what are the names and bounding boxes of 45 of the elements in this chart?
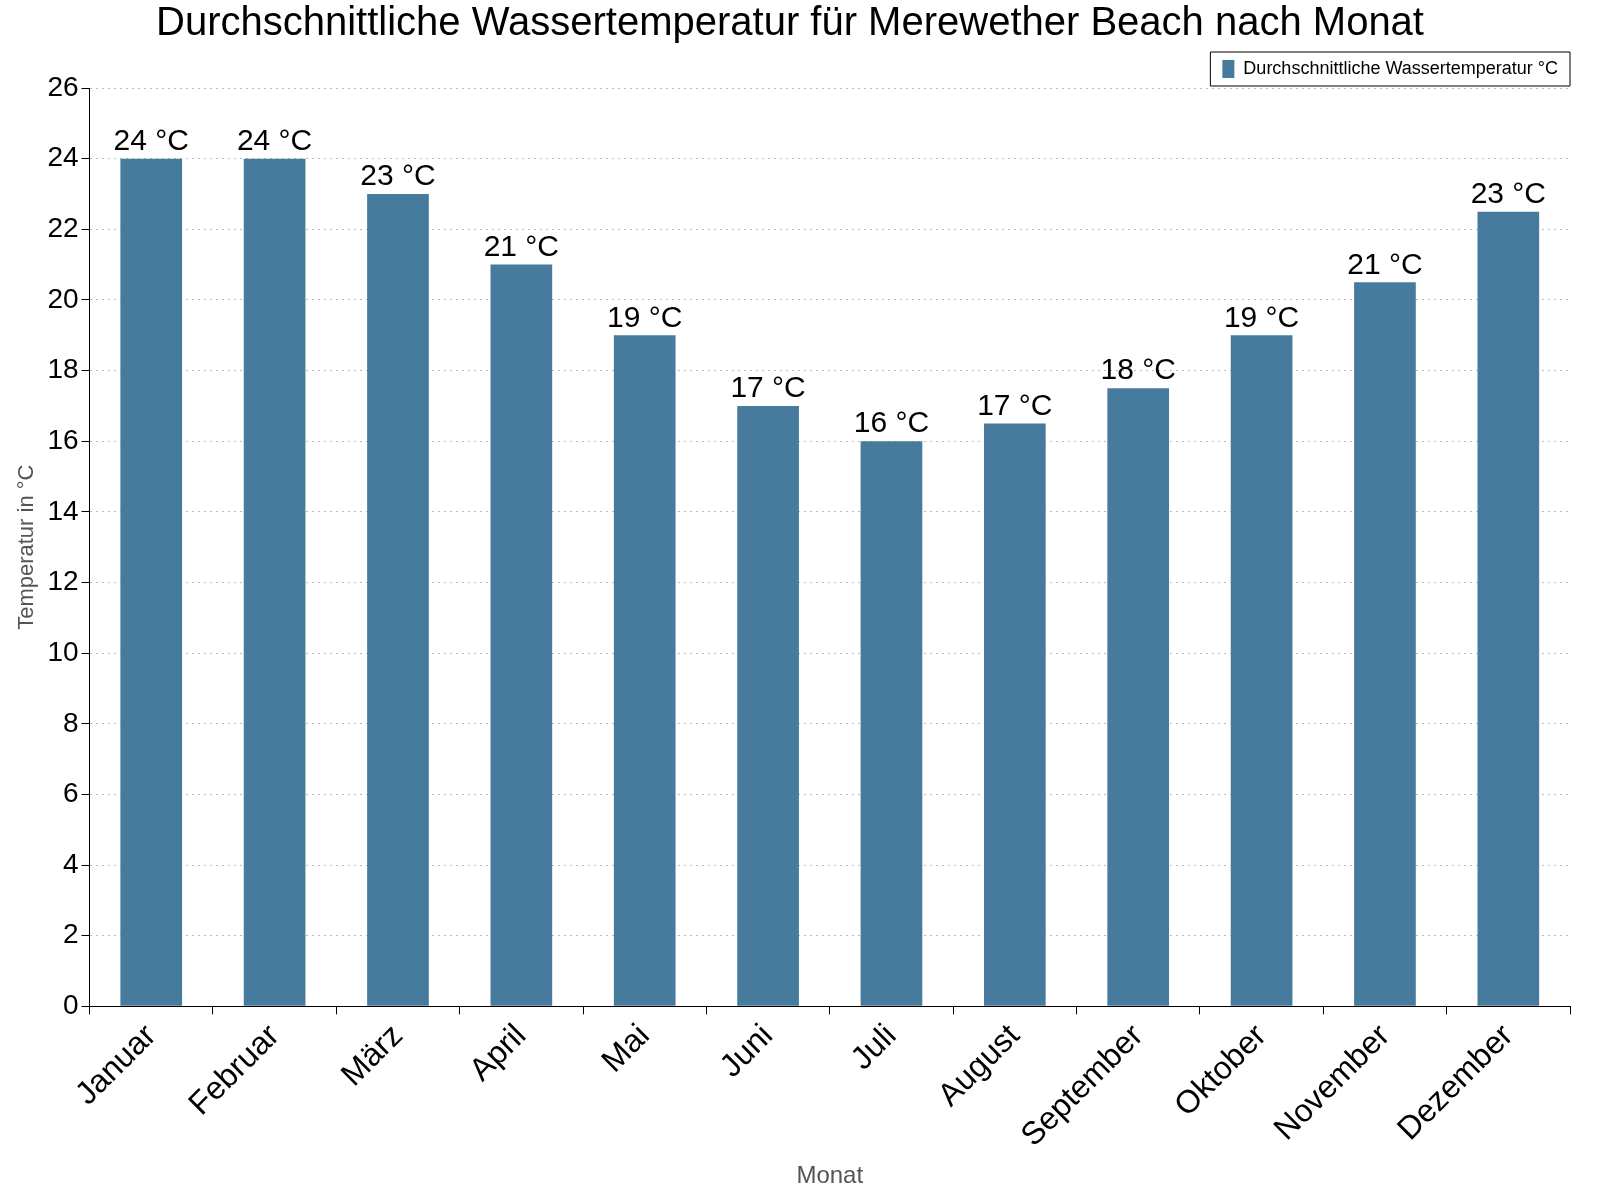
data-label: 19 °C	[607, 299, 683, 333]
x-axis-title: Monat	[796, 1161, 864, 1189]
data-label: 23 °C	[1470, 175, 1546, 209]
bar	[1230, 335, 1293, 1006]
bar	[1354, 282, 1416, 1006]
y-tick-label: 0	[62, 989, 79, 1021]
legend-label: Durchschnittliche Wassertemperatur °C	[1243, 57, 1559, 78]
y-tick-label: 12	[47, 565, 79, 597]
bar	[490, 264, 553, 1006]
data-label: 16 °C	[853, 405, 930, 439]
y-axis-title: Temperatur in °C	[13, 464, 39, 630]
y-tick-label: 26	[47, 70, 79, 102]
data-label: 19 °C	[1223, 299, 1300, 333]
bar	[983, 423, 1046, 1006]
data-label: 23 °C	[360, 158, 436, 192]
data-label: 18 °C	[1100, 352, 1176, 386]
y-tick-label: 18	[47, 353, 79, 385]
y-tick-label: 14	[47, 494, 79, 526]
data-label: 24 °C	[113, 122, 189, 156]
x-tick-label: Juli	[843, 1016, 903, 1077]
bar	[120, 158, 183, 1006]
data-label: 24 °C	[236, 122, 313, 156]
y-tick-label: 24	[47, 141, 79, 173]
chart-title: Durchschnittliche Wassertemperatur für Merewether Beach nach Monat	[156, 0, 1424, 44]
bar	[1477, 211, 1540, 1006]
x-tick-label: Mai	[593, 1016, 656, 1079]
y-tick-label: 2	[62, 918, 79, 950]
data-label: 21 °C	[483, 228, 560, 262]
y-tick-label: 10	[47, 635, 79, 667]
y-tick-label: 16	[47, 423, 79, 455]
x-tick-label: Juni	[712, 1016, 780, 1084]
y-tick-label: 4	[62, 847, 79, 879]
y-tick-label: 8	[62, 706, 79, 738]
data-label: 21 °C	[1347, 246, 1423, 280]
bar	[243, 158, 306, 1006]
y-tick-label: 20	[47, 282, 79, 314]
bar	[367, 193, 429, 1006]
bar	[860, 441, 923, 1006]
bar	[737, 405, 799, 1006]
data-label: 17 °C	[977, 387, 1053, 421]
y-tick-label: 22	[47, 212, 79, 244]
data-label: 17 °C	[730, 370, 806, 404]
y-tick-label: 6	[62, 777, 79, 809]
bar	[1107, 388, 1170, 1006]
bar	[613, 335, 676, 1006]
